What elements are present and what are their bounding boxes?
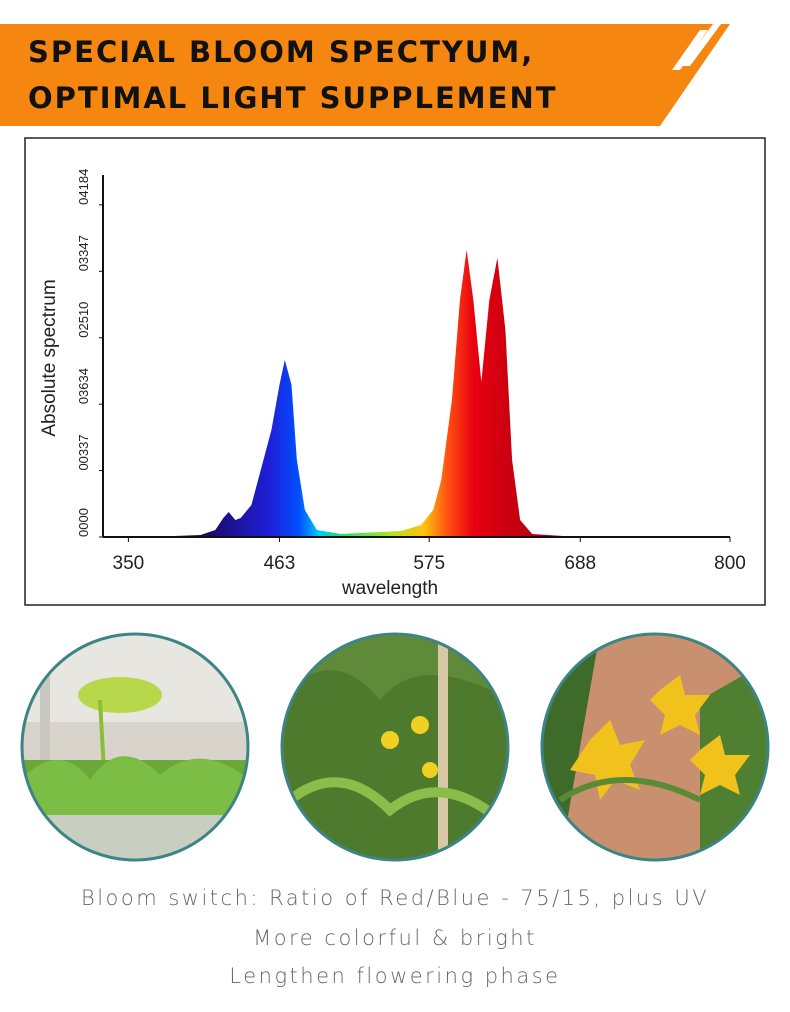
plot: 0000 00337 03634 02510 03347 04184 350 463 575 68…: [39, 169, 746, 599]
x-tick-label: 463: [264, 553, 296, 574]
y-tick-label: 0000: [76, 508, 91, 537]
y-tick-label: 00337: [76, 434, 91, 470]
photo-border: [280, 632, 510, 862]
y-tick-label: 03634: [76, 368, 91, 404]
y-tick-label: 02510: [76, 302, 91, 338]
y-axis-label: Absolute spectrum: [39, 279, 60, 436]
y-tick-label: 04184: [76, 169, 91, 205]
title: SPECIAL BLOOM SPECTYUM,: [28, 35, 534, 69]
photo-border: [20, 632, 250, 862]
title: OPTIMAL LIGHT SUPPLEMENT: [28, 81, 558, 115]
caption: More colorful & bright: [253, 926, 537, 950]
photo-border: [540, 632, 770, 862]
x-tick-label: 800: [714, 553, 746, 574]
chart-frame: [24, 137, 766, 606]
stripe: [682, 20, 724, 66]
photo: [282, 634, 508, 860]
x-axis-label: wavelength: [341, 578, 438, 599]
photo: [22, 634, 248, 860]
stripe: [672, 30, 708, 70]
x-tick-label: 688: [564, 553, 596, 574]
x-tick-label: 350: [113, 553, 145, 574]
spectrum-area: [148, 249, 704, 537]
x-tick-label: 575: [413, 553, 445, 574]
banner: [0, 24, 730, 126]
caption: Lengthen flowering phase: [229, 964, 560, 988]
caption: Bloom switch: Ratio of Red/Blue - 75/15,…: [81, 886, 709, 910]
y-tick-label: 03347: [76, 235, 91, 271]
